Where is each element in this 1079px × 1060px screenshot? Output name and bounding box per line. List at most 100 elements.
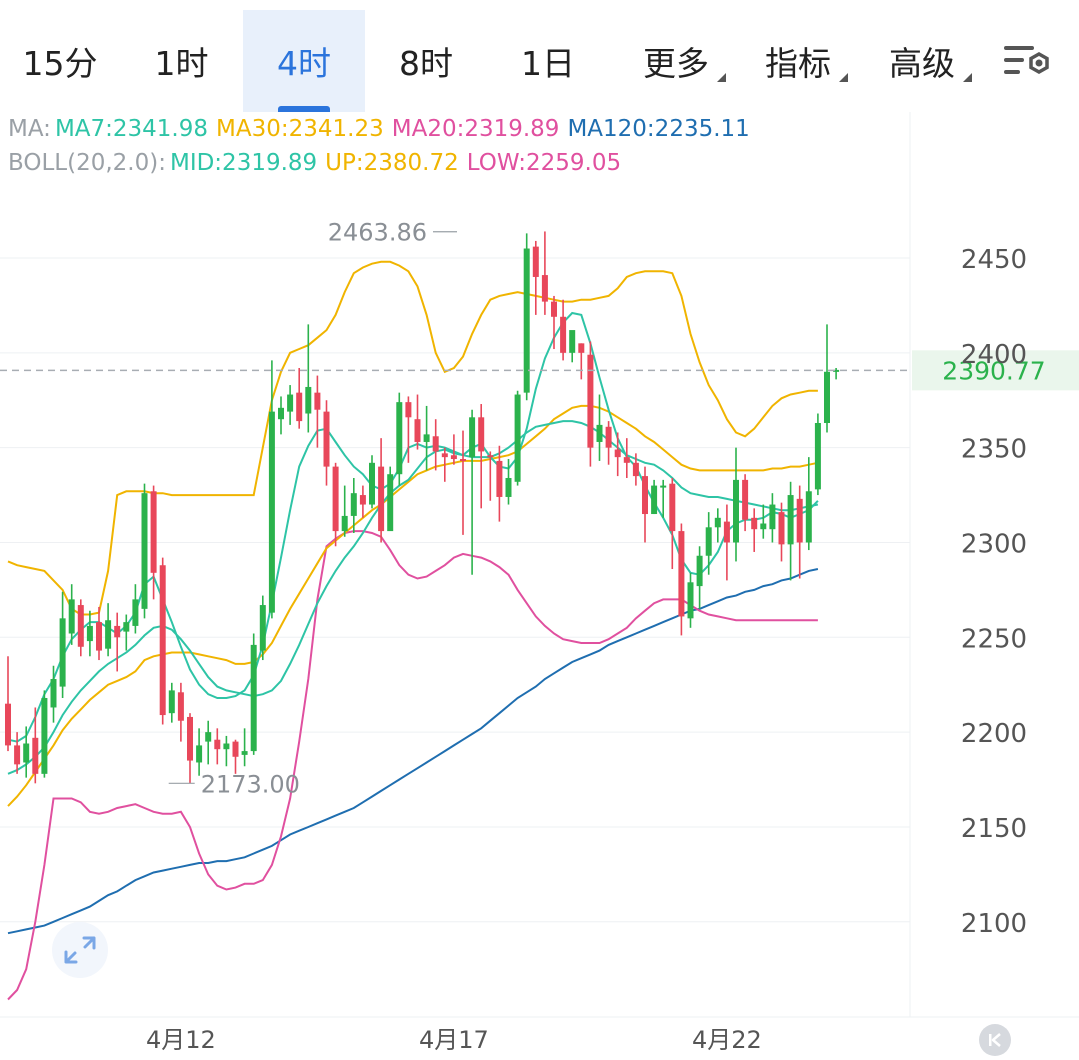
tab-15min[interactable]: 15分 — [0, 10, 120, 112]
tab-indicators[interactable]: 指标 — [752, 10, 848, 112]
candle-body — [168, 690, 175, 714]
candle — [378, 438, 385, 543]
candle-body — [660, 485, 667, 488]
candle-body — [123, 622, 130, 632]
candle — [642, 466, 648, 543]
candle — [796, 485, 803, 579]
candle-body — [378, 466, 385, 532]
candle — [332, 462, 339, 547]
low-annotation-label: 2173.00 — [201, 770, 300, 798]
candle-body — [278, 407, 284, 420]
candle-body — [150, 491, 157, 573]
candle-body — [105, 620, 112, 649]
candle — [259, 595, 266, 661]
ma-prefix: MA: — [8, 116, 51, 142]
ma7-line — [7, 311, 819, 743]
chart-settings-icon[interactable] — [1000, 40, 1056, 84]
candle-body — [341, 515, 348, 532]
candle — [405, 396, 412, 463]
tab-4h[interactable]: 4时 — [243, 10, 365, 112]
candle — [469, 409, 476, 575]
expand-chart-button[interactable] — [52, 922, 108, 978]
candle — [323, 400, 330, 486]
candle — [751, 508, 758, 552]
x-tick-label: 4月22 — [692, 1026, 762, 1054]
candle-body — [432, 436, 439, 452]
y-tick-label: 2150 — [961, 814, 1027, 844]
candle-body — [523, 248, 530, 393]
candle — [551, 295, 557, 350]
candle-body — [423, 434, 430, 442]
ma30-line — [7, 404, 819, 807]
candle — [150, 485, 157, 600]
candle-body — [605, 426, 612, 448]
candle-body — [496, 460, 503, 497]
candle — [214, 728, 221, 765]
scroll-to-latest-button[interactable] — [979, 1024, 1011, 1056]
candle — [651, 479, 658, 515]
candle — [669, 477, 676, 570]
candle-body — [214, 739, 221, 750]
candle — [587, 341, 594, 467]
candle-body — [232, 741, 239, 757]
y-tick-label: 2200 — [961, 719, 1027, 749]
candlestick-chart[interactable]: 2390.77 2463.86 2173.00 2450 2400 2350 2300 22… — [0, 112, 1079, 1057]
candle-body — [705, 527, 712, 556]
current-price-label: 2390.77 — [942, 356, 1045, 385]
candle — [814, 413, 821, 496]
boll-mid-line — [7, 420, 819, 775]
tab-8h[interactable]: 8时 — [365, 10, 487, 112]
tab-label: 8时 — [399, 44, 453, 83]
tab-1h[interactable]: 1时 — [120, 10, 243, 112]
candle — [241, 728, 248, 767]
tab-more[interactable]: 更多 — [630, 10, 726, 112]
y-tick-label: 2100 — [961, 909, 1027, 939]
candle-body — [41, 697, 48, 774]
candle-body — [760, 523, 767, 530]
candle-body — [59, 618, 66, 687]
candle — [278, 396, 284, 435]
tab-label: 4时 — [277, 44, 331, 83]
candle — [168, 682, 175, 723]
tab-advanced[interactable]: 高级 — [876, 10, 972, 112]
candle-body — [205, 732, 212, 742]
candle — [268, 360, 275, 619]
candle-body — [587, 354, 594, 448]
candle-body — [696, 555, 703, 587]
candle-body — [450, 455, 457, 460]
tab-label: 15分 — [22, 44, 98, 83]
candle-body — [223, 743, 230, 750]
candle-body — [314, 392, 321, 410]
candle-body — [114, 625, 121, 638]
candle-body — [323, 411, 330, 467]
tab-1d[interactable]: 1日 — [487, 10, 609, 112]
candle — [514, 390, 521, 486]
candle-body — [350, 493, 357, 516]
candle-body — [569, 330, 576, 353]
ma120-value: MA120:2235.11 — [567, 116, 750, 142]
candle — [123, 614, 130, 651]
candle — [787, 481, 794, 581]
candle-body — [532, 246, 539, 277]
candle-body — [505, 477, 512, 497]
candle-body — [460, 459, 466, 462]
candle — [141, 483, 148, 619]
candle — [760, 504, 767, 539]
candle — [541, 231, 548, 315]
candle-body — [296, 392, 303, 422]
candle-body — [32, 737, 39, 774]
dropdown-triangle-icon — [839, 73, 848, 82]
candle — [678, 523, 685, 636]
candle — [478, 404, 485, 509]
tab-label: 更多 — [643, 44, 709, 83]
candle — [560, 299, 567, 361]
candle — [369, 455, 375, 509]
candle — [350, 477, 357, 533]
candle-body — [441, 453, 448, 458]
candle-body — [687, 582, 694, 619]
candle-body — [396, 402, 403, 475]
candle-body — [86, 625, 93, 642]
candle — [5, 656, 11, 752]
candle — [159, 557, 166, 725]
boll-low-value: LOW:2259.05 — [466, 150, 622, 176]
